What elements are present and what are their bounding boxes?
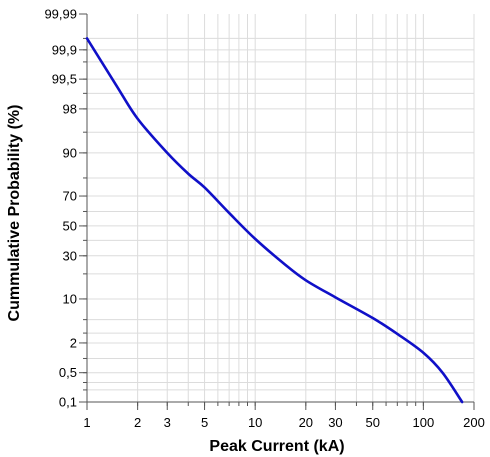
x-tick-label: 30	[328, 415, 342, 430]
y-tick-label: 70	[63, 189, 77, 204]
x-tick-label: 20	[299, 415, 313, 430]
y-tick-label: 99,5	[52, 72, 77, 87]
y-axis-title: Cummulative Probability (%)	[6, 105, 23, 322]
y-tick-label: 90	[63, 145, 77, 160]
x-tick-label: 50	[366, 415, 380, 430]
x-tick-label: 200	[463, 415, 485, 430]
y-tick-label: 0,1	[59, 395, 77, 410]
y-tick-label: 2	[70, 335, 77, 350]
y-axis-ticks: 0,1 0,5 2 10 30 50 70 90 98 99,5 99,9 99,99	[44, 7, 87, 410]
series-layer	[85, 37, 464, 404]
grid-lines	[86, 14, 475, 402]
x-tick-label: 2	[134, 415, 141, 430]
x-axis-ticks: 1 2 3 5 10 20 30 50 100 200	[83, 402, 485, 430]
y-tick-label: 30	[63, 248, 77, 263]
y-tick-label: 10	[63, 291, 77, 306]
y-tick-label: 50	[63, 218, 77, 233]
x-tick-label: 3	[164, 415, 171, 430]
y-tick-label: 99,99	[44, 7, 77, 22]
x-tick-label: 1	[83, 415, 90, 430]
y-tick-label: 0,5	[59, 365, 77, 380]
x-tick-label: 10	[248, 415, 262, 430]
y-tick-label: 99,9	[52, 42, 77, 57]
x-tick-label: 5	[201, 415, 208, 430]
x-tick-label: 100	[413, 415, 435, 430]
x-axis-title: Peak Current (kA)	[209, 438, 344, 455]
y-tick-label: 98	[63, 101, 77, 116]
series-line	[85, 37, 464, 404]
